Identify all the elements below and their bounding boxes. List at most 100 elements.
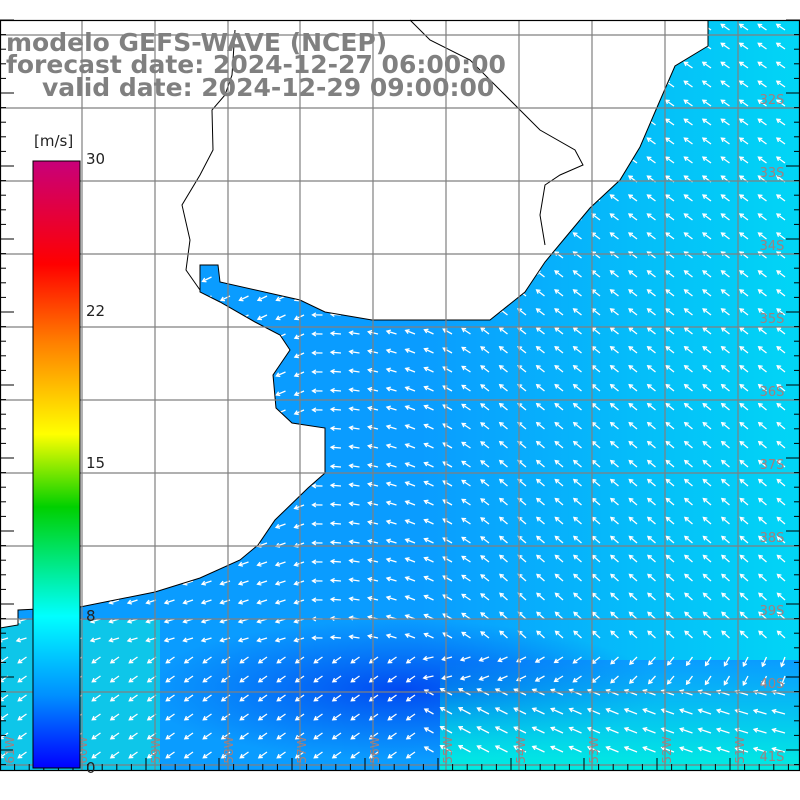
wind-arrow	[165, 751, 175, 759]
wind-arrow	[275, 447, 286, 453]
wind-arrow	[201, 428, 212, 435]
wind-arrow	[348, 235, 360, 241]
wind-arrow	[89, 523, 101, 529]
wind-arrow	[442, 24, 453, 31]
wind-arrow	[702, 516, 712, 525]
wind-arrow	[385, 25, 397, 31]
wind-arrow	[348, 482, 360, 488]
wind-arrow	[274, 580, 286, 586]
wind-arrow	[498, 346, 508, 354]
wind-arrow	[573, 630, 582, 639]
wind-arrow	[329, 330, 342, 337]
wind-arrow	[423, 518, 434, 525]
wind-arrow	[775, 61, 786, 69]
wind-arrow	[535, 497, 545, 506]
wind-arrow	[478, 656, 490, 662]
wind-arrow	[220, 675, 231, 683]
wind-arrow	[685, 675, 694, 686]
wind-arrow	[348, 634, 360, 640]
wind-arrow	[701, 118, 712, 126]
wind-arrow	[108, 257, 120, 264]
wind-arrow	[423, 613, 434, 620]
wind-arrow	[665, 497, 675, 506]
wind-arrow	[457, 745, 471, 753]
wind-arrow	[16, 276, 27, 283]
wind-arrow	[553, 194, 564, 202]
wind-arrow	[665, 421, 675, 430]
wind-arrow	[348, 520, 360, 526]
wind-arrow	[16, 295, 27, 302]
wind-arrow	[697, 727, 712, 734]
wind-arrow	[348, 159, 360, 165]
wind-arrow	[108, 447, 120, 453]
wind-arrow	[91, 675, 101, 683]
wind-arrow	[664, 213, 675, 221]
wind-arrow	[329, 425, 342, 432]
wind-arrow	[720, 137, 730, 145]
wind-arrow	[609, 497, 619, 506]
wind-arrow	[90, 219, 101, 226]
wind-arrow	[535, 42, 545, 50]
wind-arrow	[404, 120, 416, 126]
wind-arrow	[683, 23, 693, 31]
wind-arrow	[480, 289, 490, 297]
wind-arrow	[646, 478, 656, 487]
wind-arrow	[16, 86, 27, 93]
wind-arrow	[461, 327, 471, 335]
wind-arrow	[127, 371, 138, 378]
wind-arrow	[183, 751, 194, 759]
wind-arrow	[348, 197, 360, 203]
wind-arrow	[554, 421, 564, 430]
wind-arrow	[442, 233, 453, 240]
wind-arrow	[498, 364, 508, 373]
wind-arrow	[405, 656, 416, 664]
wind-arrow	[200, 523, 212, 529]
wind-arrow	[220, 162, 231, 169]
wind-arrow	[534, 675, 545, 682]
wind-arrow	[0, 504, 9, 510]
wind-arrow	[461, 23, 471, 31]
wind-arrow	[720, 327, 730, 335]
wind-arrow	[164, 333, 175, 340]
wind-arrow	[201, 143, 212, 150]
wind-arrow	[108, 637, 120, 643]
wind-arrow	[572, 23, 582, 31]
wind-arrow	[331, 656, 342, 664]
wind-arrow	[89, 561, 101, 567]
wind-arrow	[348, 121, 360, 127]
wind-arrow	[628, 611, 638, 620]
wind-arrow	[165, 713, 175, 721]
wind-arrow	[720, 289, 730, 297]
wind-arrow	[163, 637, 175, 643]
wind-arrow	[461, 631, 471, 639]
wind-arrow	[385, 120, 397, 126]
wind-arrow	[293, 561, 305, 567]
wind-arrow	[238, 333, 249, 340]
wind-arrow	[684, 554, 693, 563]
wind-arrow	[442, 119, 453, 126]
wind-arrow	[17, 751, 27, 759]
wind-arrow	[480, 118, 490, 126]
wind-arrow	[293, 580, 305, 586]
wind-arrow	[183, 162, 194, 169]
wind-arrow	[238, 390, 249, 397]
wind-arrow	[550, 726, 564, 734]
wind-arrow	[535, 535, 545, 544]
wind-arrow	[683, 327, 693, 335]
wind-arrow	[720, 364, 730, 373]
wind-arrow	[480, 365, 490, 373]
wind-arrow	[666, 675, 675, 685]
wind-arrow	[572, 675, 582, 683]
wind-arrow	[573, 554, 582, 563]
wind-arrow	[476, 745, 490, 753]
wind-arrow	[586, 726, 601, 734]
wind-arrow	[423, 328, 434, 335]
wind-arrow	[494, 745, 508, 753]
wind-arrow	[646, 23, 656, 31]
wind-arrow	[442, 195, 453, 202]
wind-arrow	[164, 124, 175, 131]
wind-arrow	[776, 535, 786, 544]
wind-arrow	[459, 675, 471, 681]
wind-arrow	[202, 713, 212, 721]
wind-arrow	[480, 422, 490, 430]
